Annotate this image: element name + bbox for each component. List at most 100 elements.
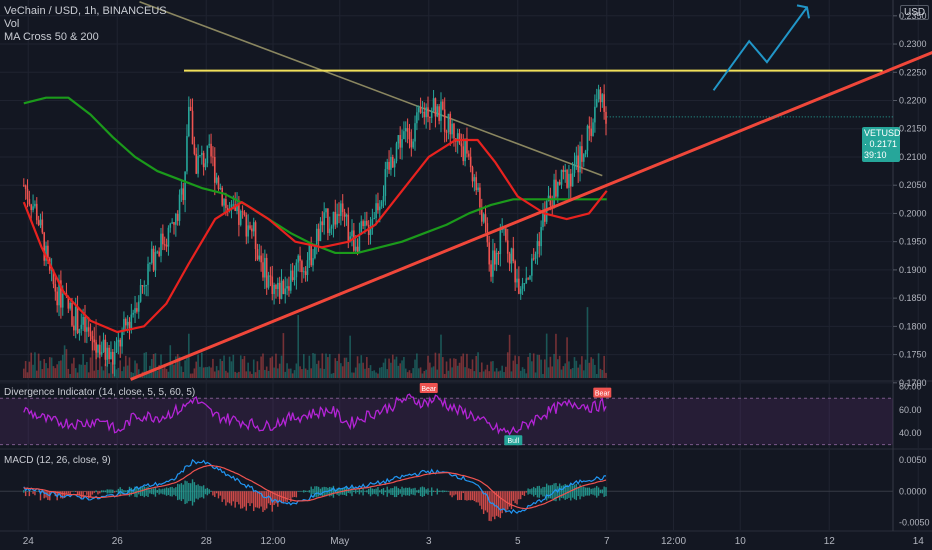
volume-bar <box>547 367 550 378</box>
volume-bar <box>24 361 27 378</box>
y-tick-label: 0.2250 <box>899 67 927 77</box>
volume-bar <box>423 371 426 378</box>
volume-bar <box>234 371 236 378</box>
candle-body <box>115 342 118 352</box>
candle-body <box>390 156 392 170</box>
candle-body <box>362 221 364 227</box>
macd-histogram-bar <box>113 491 116 493</box>
volume-bar <box>532 353 535 378</box>
candle-body <box>43 232 45 261</box>
macd-histogram-bar <box>575 483 578 501</box>
volume-bar <box>564 363 567 378</box>
candle-body <box>299 255 301 261</box>
macd-histogram-bar <box>462 491 464 494</box>
volume-bar <box>553 353 555 378</box>
volume-bar <box>145 352 147 378</box>
volume-bar <box>61 354 64 378</box>
volume-bar <box>440 334 442 378</box>
candle-body <box>189 106 192 111</box>
candle-body <box>345 214 348 217</box>
volume-bar <box>264 369 266 378</box>
trend-drawings[interactable] <box>139 0 883 177</box>
volume-bar <box>299 366 301 378</box>
volume-bar <box>91 339 94 378</box>
macd-histogram-bar <box>262 491 264 512</box>
volume-bar <box>317 360 320 378</box>
candle-body <box>278 282 281 299</box>
macd-histogram-bar <box>265 491 268 509</box>
candle-body <box>341 203 344 213</box>
candle-body <box>225 199 227 208</box>
macd-histogram-bar <box>234 491 236 508</box>
volume-bar <box>555 333 557 378</box>
macd-histogram-bar <box>464 491 466 501</box>
macd-histogram-bar <box>486 491 489 513</box>
macd-histogram-bar <box>520 491 522 500</box>
volume-bar <box>562 366 565 378</box>
volume-bar <box>93 370 96 378</box>
volume-bar <box>273 367 275 378</box>
volume-bar <box>308 355 311 378</box>
volume-bar <box>63 345 66 378</box>
candle-body <box>325 208 327 213</box>
candle-body <box>432 98 435 111</box>
macd-histogram-bar <box>65 491 68 495</box>
candle-body <box>197 156 199 174</box>
volume-bar <box>123 366 125 378</box>
macd-histogram-bar <box>332 485 335 498</box>
macd-histogram-bar <box>178 484 181 500</box>
candle-body <box>293 277 296 281</box>
volume-bar <box>468 368 470 378</box>
macd-histogram-bar <box>63 491 66 498</box>
candle-body <box>423 111 426 118</box>
macd-histogram-bar <box>176 483 179 501</box>
macd-histogram-bar <box>275 491 277 504</box>
candle-body <box>353 230 355 251</box>
volume-bar <box>119 360 122 378</box>
macd-histogram-bar <box>171 486 173 497</box>
candle-body <box>544 212 546 222</box>
candle-body <box>156 251 159 253</box>
volume-bar <box>167 371 170 378</box>
volume-bar <box>278 363 281 378</box>
candle-body <box>490 264 492 277</box>
candle-body <box>241 211 244 213</box>
candle-body <box>119 339 122 347</box>
volume-bar <box>132 372 134 378</box>
macd-histogram-bar <box>30 491 32 492</box>
candle-body <box>60 280 62 308</box>
x-tick-label: 12 <box>824 536 836 547</box>
volume-bar <box>414 359 416 378</box>
macd-histogram-bar <box>86 491 88 495</box>
macd-histogram-bar <box>173 488 175 495</box>
volume-bar <box>445 361 448 378</box>
candle-body <box>291 270 294 281</box>
macd-histogram-bar <box>154 486 157 497</box>
candle-body <box>386 161 389 170</box>
candle-body <box>532 258 535 260</box>
volume-bar <box>156 370 159 378</box>
volume-bar <box>393 359 396 378</box>
candle-body <box>100 351 103 355</box>
macd-histogram-bar <box>570 483 572 501</box>
candle-body <box>497 252 500 255</box>
currency-button[interactable]: USD <box>900 5 930 20</box>
macd-histogram-bar <box>319 488 322 495</box>
moving-averages <box>22 96 608 334</box>
volume-bar <box>301 369 303 378</box>
candle-body <box>469 156 472 168</box>
macd-histogram-bar <box>592 488 594 495</box>
projection-drawing[interactable] <box>130 4 932 381</box>
volume-bar <box>369 365 372 378</box>
macd-pane <box>0 458 893 522</box>
macd-histogram-bar <box>152 488 155 495</box>
volume-bar <box>412 368 414 378</box>
volume-bar <box>136 363 138 378</box>
volume-bar <box>175 356 177 378</box>
macd-histogram-bar <box>34 491 36 496</box>
macd-histogram-bar <box>605 487 607 497</box>
volume-bar <box>379 367 381 378</box>
volume-bar <box>501 365 503 378</box>
y-tick-label: 0.2150 <box>899 124 927 134</box>
